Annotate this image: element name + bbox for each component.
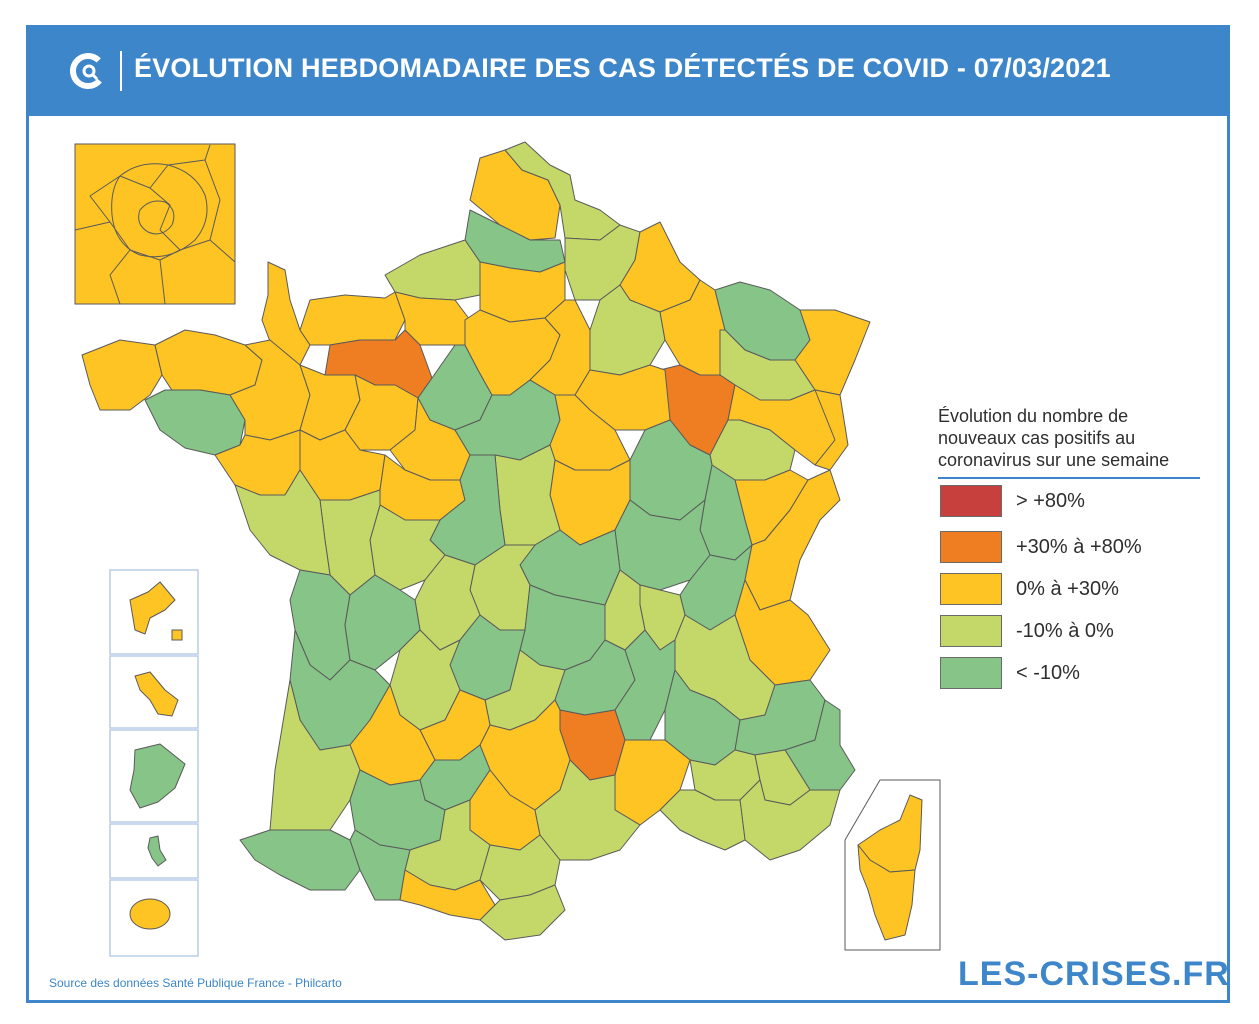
department-pyrenees-orientales bbox=[479, 884, 566, 941]
department-vendee bbox=[234, 469, 331, 576]
legend-swatch bbox=[940, 573, 1002, 605]
corsica-inset bbox=[844, 779, 941, 951]
legend: Évolution du nombre de nouveaux cas posi… bbox=[938, 405, 1200, 689]
legend-divider bbox=[938, 477, 1200, 479]
metropolitan-france bbox=[81, 141, 871, 941]
department-pyrenees-atlantiques bbox=[239, 829, 361, 891]
page-title: ÉVOLUTION HEBDOMADAIRE DES CAS DÉTECTÉS … bbox=[134, 53, 1111, 83]
legend-item: > +80% bbox=[938, 485, 1200, 517]
legend-label: +30% à +80% bbox=[1016, 536, 1142, 558]
legend-item: 0% à +30% bbox=[938, 573, 1200, 605]
brand-logo[interactable]: LES-CRISES.FR bbox=[958, 955, 1230, 993]
legend-swatch bbox=[940, 615, 1002, 647]
department-guadeloupe bbox=[129, 581, 176, 635]
legend-swatch bbox=[940, 485, 1002, 517]
legend-swatch bbox=[940, 531, 1002, 563]
legend-swatch bbox=[940, 657, 1002, 689]
department-morbihan bbox=[144, 389, 246, 456]
department-calvados bbox=[299, 291, 406, 346]
legend-item: +30% à +80% bbox=[938, 531, 1200, 563]
department-guyane bbox=[129, 743, 186, 809]
department-eure bbox=[394, 291, 471, 346]
legend-item: -10% à 0% bbox=[938, 615, 1200, 647]
department-seine-maritime bbox=[384, 239, 481, 301]
legend-label: 0% à +30% bbox=[1016, 578, 1119, 600]
department-la-reunion bbox=[129, 898, 171, 930]
legend-item: < -10% bbox=[938, 657, 1200, 689]
department-corse-du-sud bbox=[857, 844, 916, 941]
department-cher bbox=[494, 444, 561, 546]
department-manche bbox=[261, 261, 311, 366]
department-martinique bbox=[134, 671, 179, 717]
overseas-insets bbox=[109, 569, 199, 957]
les-crises-c-logo-icon bbox=[70, 53, 106, 89]
legend-label: > +80% bbox=[1016, 490, 1085, 512]
department-finistere bbox=[81, 339, 163, 411]
source-note: Source des données Santé Publique France… bbox=[49, 976, 342, 990]
department-guadeloupe-islet bbox=[171, 629, 183, 641]
department-bouches-du-rhone bbox=[659, 789, 746, 851]
legend-label: < -10% bbox=[1016, 662, 1080, 684]
legend-title: Évolution du nombre de nouveaux cas posi… bbox=[938, 406, 1170, 470]
department-cotes-darmor bbox=[154, 329, 263, 396]
header-divider bbox=[120, 51, 122, 91]
department-var bbox=[739, 779, 841, 861]
header-bar: ÉVOLUTION HEBDOMADAIRE DES CAS DÉTECTÉS … bbox=[26, 25, 1230, 116]
department-mayotte bbox=[147, 835, 167, 867]
ile-de-france-inset bbox=[74, 143, 236, 305]
legend-label: -10% à 0% bbox=[1016, 620, 1114, 642]
